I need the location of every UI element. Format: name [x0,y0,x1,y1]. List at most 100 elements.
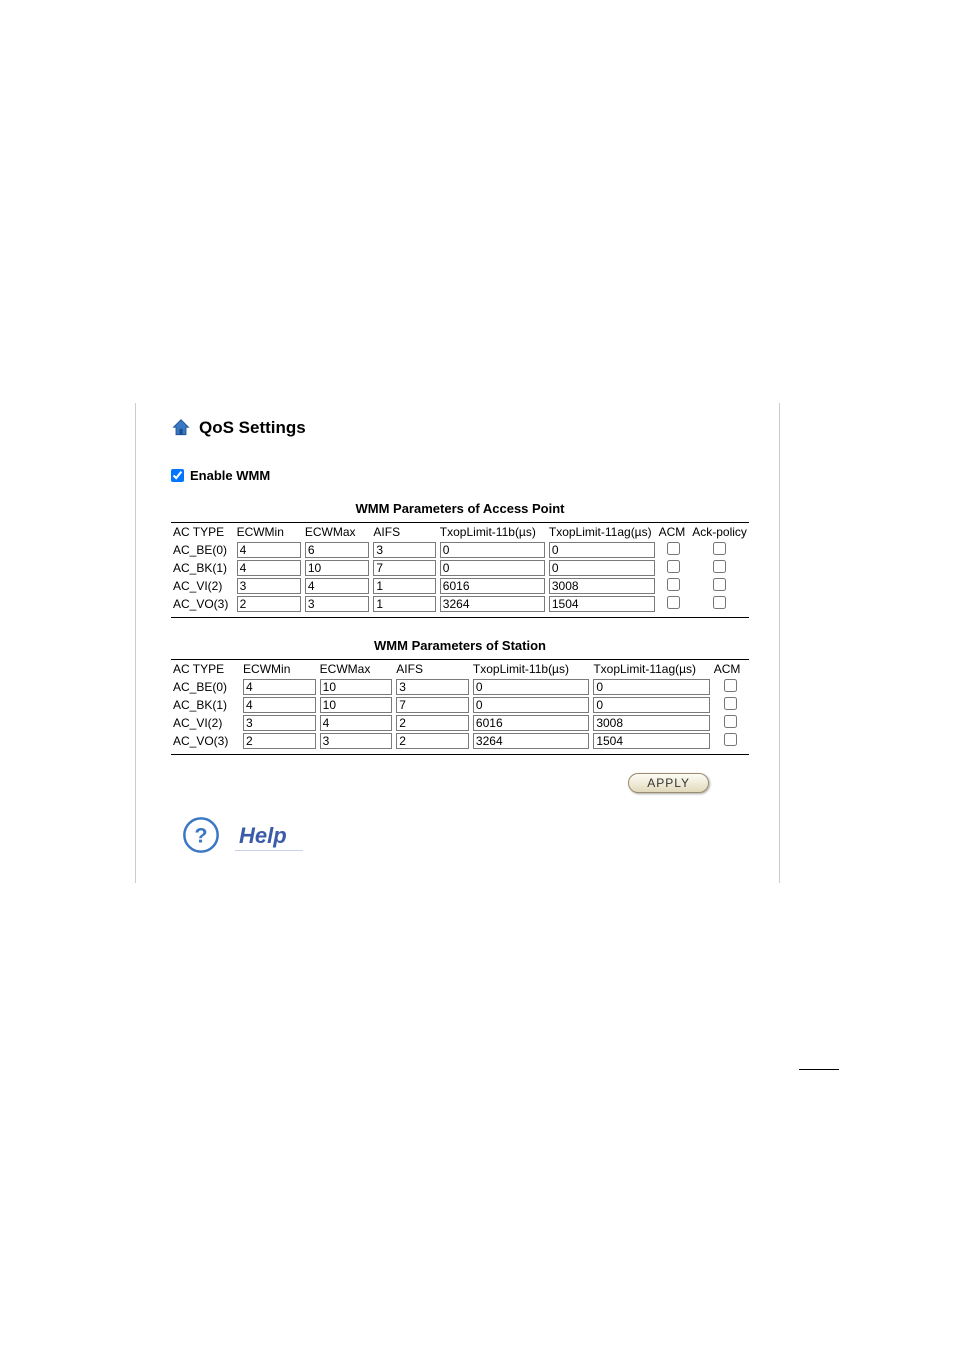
acm-checkbox[interactable] [724,679,737,692]
ap-table-title: WMM Parameters of Access Point [171,501,749,516]
col-tx11ag: TxopLimit-11ag(µs) [547,523,657,541]
footer-mark [799,1069,839,1070]
acm-checkbox[interactable] [667,578,680,591]
ecwmax-input[interactable] [305,560,370,576]
acm-checkbox[interactable] [667,596,680,609]
tx11ag-input[interactable] [593,733,709,749]
col-tx11b: TxopLimit-11b(µs) [471,660,591,678]
ecwmin-input[interactable] [243,733,316,749]
tx11ag-input[interactable] [593,679,709,695]
acm-checkbox[interactable] [724,697,737,710]
table-row: AC_VO(3) [171,732,749,750]
tx11ag-input[interactable] [593,697,709,713]
ecwmax-input[interactable] [305,542,370,558]
col-ecwmax: ECWMax [318,660,395,678]
tx11b-input[interactable] [473,733,589,749]
tx11b-input[interactable] [473,697,589,713]
col-acm: ACM [657,523,691,541]
divider [171,754,749,755]
tx11b-input[interactable] [440,542,545,558]
ac-type-label: AC_BK(1) [171,559,235,577]
table-row: AC_BK(1) [171,559,749,577]
col-tx11b: TxopLimit-11b(µs) [438,523,547,541]
page-title-row: QoS Settings [171,418,749,438]
ap-table: AC TYPE ECWMin ECWMax AIFS TxopLimit-11b… [171,523,749,613]
tx11b-input[interactable] [440,578,545,594]
ecwmax-input[interactable] [320,715,393,731]
enable-wmm-checkbox[interactable] [171,469,184,482]
table-row: AC_VO(3) [171,595,749,613]
tx11b-input[interactable] [440,596,545,612]
col-ecwmin: ECWMin [241,660,318,678]
table-row: AC_BK(1) [171,696,749,714]
tx11ag-input[interactable] [549,560,655,576]
tx11ag-input[interactable] [549,596,655,612]
col-tx11ag: TxopLimit-11ag(µs) [591,660,711,678]
ecwmin-input[interactable] [237,560,301,576]
aifs-input[interactable] [396,715,469,731]
ack-policy-checkbox[interactable] [713,542,726,555]
col-acm: ACM [712,660,749,678]
home-icon [171,418,191,438]
aifs-input[interactable] [396,697,469,713]
qos-settings-panel: QoS Settings Enable WMM WMM Parameters o… [135,403,780,883]
acm-checkbox[interactable] [724,715,737,728]
ac-type-label: AC_VI(2) [171,577,235,595]
tx11b-input[interactable] [440,560,545,576]
ecwmax-input[interactable] [305,578,370,594]
ecwmax-input[interactable] [305,596,370,612]
tx11b-input[interactable] [473,679,589,695]
enable-wmm-label: Enable WMM [190,468,270,483]
aifs-input[interactable] [373,560,435,576]
sta-table-header: AC TYPE ECWMin ECWMax AIFS TxopLimit-11b… [171,660,749,678]
ac-type-label: AC_VI(2) [171,714,241,732]
help-icon[interactable]: ? [181,815,221,858]
col-ac-type: AC TYPE [171,523,235,541]
divider [171,617,749,618]
aifs-input[interactable] [373,578,435,594]
ack-policy-checkbox[interactable] [713,596,726,609]
tx11b-input[interactable] [473,715,589,731]
col-ac-type: AC TYPE [171,660,241,678]
apply-button[interactable]: APPLY [628,773,709,793]
help-link[interactable]: Help [235,823,303,851]
aifs-input[interactable] [396,679,469,695]
tx11ag-input[interactable] [549,542,655,558]
ecwmin-input[interactable] [243,697,316,713]
table-row: AC_VI(2) [171,577,749,595]
col-aifs: AIFS [371,523,437,541]
ecwmin-input[interactable] [237,578,301,594]
tx11ag-input[interactable] [549,578,655,594]
tx11ag-input[interactable] [593,715,709,731]
sta-table-title: WMM Parameters of Station [171,638,749,653]
table-row: AC_BE(0) [171,541,749,559]
svg-text:?: ? [194,823,207,848]
ack-policy-checkbox[interactable] [713,560,726,573]
ecwmax-input[interactable] [320,679,393,695]
ap-table-header: AC TYPE ECWMin ECWMax AIFS TxopLimit-11b… [171,523,749,541]
ack-policy-checkbox[interactable] [713,578,726,591]
ecwmin-input[interactable] [243,679,316,695]
ac-type-label: AC_BK(1) [171,696,241,714]
sta-table: AC TYPE ECWMin ECWMax AIFS TxopLimit-11b… [171,660,749,750]
ac-type-label: AC_BE(0) [171,541,235,559]
col-ecwmax: ECWMax [303,523,372,541]
ecwmin-input[interactable] [237,542,301,558]
acm-checkbox[interactable] [667,560,680,573]
acm-checkbox[interactable] [724,733,737,746]
ecwmax-input[interactable] [320,697,393,713]
ac-type-label: AC_BE(0) [171,678,241,696]
col-ack: Ack-policy [690,523,749,541]
ecwmin-input[interactable] [243,715,316,731]
ac-type-label: AC_VO(3) [171,595,235,613]
col-ecwmin: ECWMin [235,523,303,541]
acm-checkbox[interactable] [667,542,680,555]
aifs-input[interactable] [396,733,469,749]
ecwmin-input[interactable] [237,596,301,612]
aifs-input[interactable] [373,542,435,558]
ecwmax-input[interactable] [320,733,393,749]
table-row: AC_BE(0) [171,678,749,696]
aifs-input[interactable] [373,596,435,612]
col-aifs: AIFS [394,660,471,678]
table-row: AC_VI(2) [171,714,749,732]
